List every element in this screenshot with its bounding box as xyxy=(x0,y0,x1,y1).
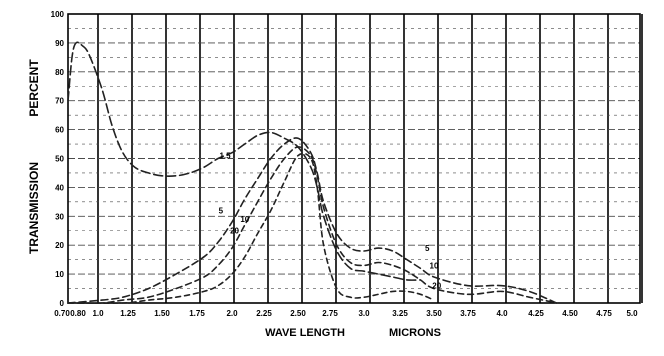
y-tick-label: 70 xyxy=(55,97,64,106)
x-tick-label: 0.70 xyxy=(54,309,70,318)
y-tick-label: 60 xyxy=(55,126,64,135)
x-tick-label: 2.25 xyxy=(256,309,272,318)
grid-lines xyxy=(68,13,643,304)
x-tick-label: 2.50 xyxy=(290,309,306,318)
series-line-1-5 xyxy=(67,41,422,281)
series-line-20 xyxy=(67,152,435,305)
x-tick-label: 1.75 xyxy=(189,309,205,318)
y-tick-label: 10 xyxy=(55,270,64,279)
series-annotation-label: 10 xyxy=(430,261,439,270)
series-annotation-label: 5 xyxy=(219,206,224,215)
x-tick-label: 3.0 xyxy=(358,309,370,318)
plot-frame xyxy=(67,13,641,304)
series-line-10 xyxy=(67,146,558,305)
series-annotation-label: 10 xyxy=(240,215,249,224)
series-annotation-label: 20 xyxy=(230,227,239,236)
y-tick-label: 50 xyxy=(55,155,64,164)
x-tick-label: 1.0 xyxy=(92,309,104,318)
x-tick-label: 3.25 xyxy=(392,309,408,318)
y-tick-label: 90 xyxy=(55,39,64,48)
x-tick-label: 3.75 xyxy=(460,309,476,318)
x-tick-label: 4.50 xyxy=(562,309,578,318)
y-axis-label-bottom: TRANSMISSION xyxy=(27,162,41,254)
x-axis-unit-label: MICRONS xyxy=(389,327,441,339)
x-tick-label: 4.25 xyxy=(528,309,544,318)
x-tick-label: 5.0 xyxy=(626,309,638,318)
x-tick-label: 4.0 xyxy=(496,309,508,318)
x-axis-ticks: 0.70 0.80 1.0 1.25 1.50 1.75 2.0 2.25 2.50 2.75 3.… xyxy=(54,309,638,318)
x-tick-label: 1.50 xyxy=(154,309,170,318)
series-annotation-label: 1.5 xyxy=(219,152,231,161)
x-tick-label: 1.25 xyxy=(120,309,136,318)
y-tick-label: 20 xyxy=(55,241,64,250)
y-tick-label: 30 xyxy=(55,212,64,221)
x-tick-label: 2.75 xyxy=(322,309,338,318)
y-axis-ticks: 0 10 20 30 40 50 60 70 80 90 100 xyxy=(51,10,65,308)
y-tick-label: 80 xyxy=(55,68,64,77)
series-annotation-label: 20 xyxy=(432,282,441,291)
y-tick-label: 40 xyxy=(55,183,64,192)
series-annotation-label: 5 xyxy=(425,244,430,253)
y-tick-label: 100 xyxy=(51,10,65,19)
series-lines xyxy=(67,41,558,305)
x-tick-label: 0.80 xyxy=(70,309,86,318)
x-tick-label: 3.50 xyxy=(426,309,442,318)
x-tick-label: 2.0 xyxy=(226,309,238,318)
y-axis-label-top: PERCENT xyxy=(27,59,41,117)
y-tick-label: 0 xyxy=(60,299,65,308)
x-tick-label: 4.75 xyxy=(596,309,612,318)
x-axis-label: WAVE LENGTH xyxy=(265,327,345,339)
